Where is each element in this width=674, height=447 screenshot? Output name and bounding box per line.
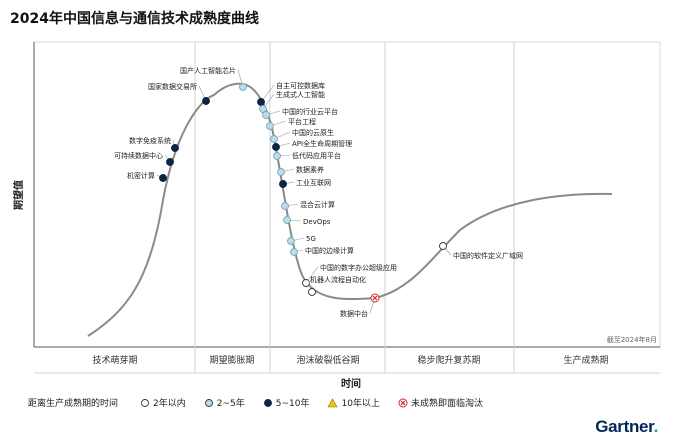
technology-label: 低代码应用平台 — [292, 151, 341, 160]
technology-point: 机器人流程自动化 — [307, 275, 366, 296]
technology-point: 平台工程 — [266, 117, 316, 130]
hype-curve — [87, 82, 613, 337]
phase-label: 技术萌芽期 — [92, 354, 137, 366]
technology-label: 数据中台 — [340, 309, 368, 318]
legend-circle-icon — [204, 398, 213, 407]
technology-label: 自主可控数据库 — [276, 81, 325, 90]
legend: 距离生产成熟期的时间 2年以内 2~5年 5~10年 10年以上 未成熟即面临淘… — [28, 396, 493, 409]
technology-marker — [270, 135, 278, 143]
technology-point: 中国的云原生 — [270, 128, 334, 143]
technology-marker — [283, 216, 291, 224]
technology-marker — [277, 168, 285, 176]
brand-name: Gartner — [595, 417, 654, 436]
as-of-note: 截至2024年8月 — [607, 335, 657, 344]
phase-label: 稳步爬升复苏期 — [417, 354, 480, 366]
technology-label: 平台工程 — [288, 117, 316, 126]
technology-point: 中国的行业云平台 — [262, 107, 338, 119]
technology-point: DevOps — [283, 216, 331, 226]
technology-point: 数据素养 — [277, 165, 324, 176]
technology-marker — [262, 111, 270, 119]
technology-point: 5G — [287, 235, 316, 245]
technology-label: 中国的数字办公超级应用 — [320, 263, 397, 272]
technology-label: 国家数据交易所 — [148, 82, 197, 91]
legend-item: 未成熟即面临淘汰 — [398, 396, 483, 409]
technology-label: 生成式人工智能 — [276, 90, 325, 99]
legend-label: 2年以内 — [153, 399, 186, 409]
technology-label: 可持续数据中心 — [114, 151, 163, 160]
legend-label: 2~5年 — [216, 399, 245, 409]
technology-label: DevOps — [303, 218, 331, 226]
legend-label: 未成熟即面临淘汰 — [410, 399, 483, 409]
technology-label: 混合云计算 — [300, 200, 335, 209]
legend-triangle-icon — [327, 397, 338, 407]
technology-point: 机密计算 — [127, 171, 167, 182]
technology-label: 机器人流程自动化 — [310, 275, 366, 284]
technology-label: 工业互联网 — [296, 178, 331, 187]
technology-marker — [171, 144, 179, 152]
technology-point: 工业互联网 — [279, 178, 331, 188]
y-axis-label: 期望值 — [12, 180, 25, 210]
phase-label: 生产成熟期 — [563, 354, 608, 366]
legend-item: 10年以上 — [327, 396, 380, 409]
technology-point: 数字免疫系统 — [129, 136, 179, 152]
technology-marker — [272, 143, 280, 151]
technology-label: 中国的行业云平台 — [282, 107, 338, 116]
technology-point: 混合云计算 — [281, 200, 335, 210]
legend-circle-icon — [141, 398, 149, 407]
technology-point: 国产人工智能芯片 — [180, 66, 247, 91]
technology-label: 数字免疫系统 — [129, 136, 171, 145]
technology-label: 5G — [306, 235, 316, 243]
x-axis-label: 时间 — [341, 377, 361, 390]
technology-marker — [166, 158, 174, 166]
technology-marker — [281, 202, 289, 210]
technology-label: 数据素养 — [296, 165, 324, 174]
technology-label: 国产人工智能芯片 — [180, 66, 236, 75]
technology-marker — [202, 97, 210, 105]
technology-point: 国家数据交易所 — [148, 82, 210, 105]
technology-marker — [239, 83, 247, 91]
technology-marker — [287, 237, 295, 245]
technology-marker — [439, 242, 447, 250]
legend-item: 2年以内 — [140, 396, 186, 409]
technology-point: 自主可控数据库 — [257, 81, 325, 106]
technology-marker — [266, 122, 274, 130]
technology-marker — [290, 248, 298, 256]
legend-x-icon — [398, 398, 408, 407]
legend-item: 5~10年 — [263, 396, 310, 409]
chart-title: 2024年中国信息与通信技术成熟度曲线 — [10, 11, 259, 27]
technology-label: 中国的软件定义广域网 — [453, 251, 523, 260]
technology-label: 中国的云原生 — [292, 128, 334, 137]
technology-marker — [279, 180, 287, 188]
legend-title: 距离生产成熟期的时间 — [28, 399, 119, 409]
legend-circle-icon — [263, 398, 272, 407]
technology-marker — [257, 98, 265, 106]
phase-label: 泡沫破裂低谷期 — [296, 354, 359, 366]
technology-points: 机密计算 可持续数据中心 数字免疫系统 国家数据交易所 国产人工智能芯片自主可控数据库生… — [114, 66, 523, 318]
technology-point: 中国的软件定义广域网 — [439, 242, 523, 260]
legend-label: 10年以上 — [341, 399, 380, 409]
technology-point: 低代码应用平台 — [273, 151, 341, 160]
technology-point: 可持续数据中心 — [114, 151, 174, 166]
technology-label: 机密计算 — [127, 171, 155, 180]
obsolete-cross — [372, 295, 378, 301]
technology-point: 数据中台 — [340, 293, 380, 318]
legend-label: 5~10年 — [275, 399, 310, 409]
phase-label: 期望膨胀期 — [209, 354, 254, 366]
gartner-logo: Gartner. — [595, 417, 658, 436]
technology-label: 中国的边缘计算 — [305, 246, 354, 255]
technology-point: 中国的边缘计算 — [290, 246, 354, 256]
technology-marker — [273, 152, 281, 160]
technology-marker — [308, 288, 316, 296]
technology-point: API全生命周期管理 — [272, 139, 352, 151]
technology-point: 中国的数字办公超级应用 — [302, 263, 397, 287]
technology-marker — [159, 174, 167, 182]
legend-item: 2~5年 — [204, 396, 245, 409]
technology-label: API全生命周期管理 — [292, 139, 352, 148]
